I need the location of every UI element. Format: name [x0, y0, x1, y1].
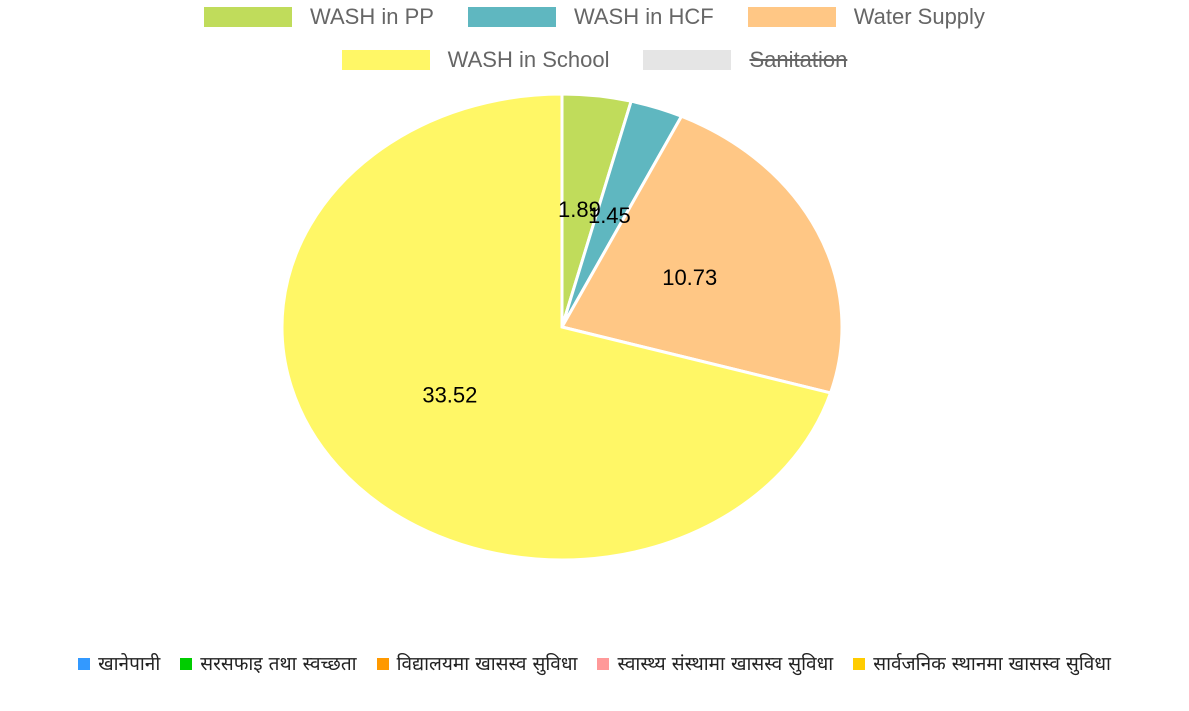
- legend-label: Sanitation: [749, 47, 848, 72]
- data-label: 1.45: [588, 203, 631, 228]
- legend-swatch: [747, 7, 836, 27]
- legend-swatch: [376, 658, 389, 670]
- legend-swatch: [853, 658, 866, 670]
- pie-slice: [280, 92, 833, 562]
- legend-label: सार्वजनिक स्थानमा खासस्व सुविधा: [873, 653, 1111, 675]
- legend-item: सरसफाइ तथा स्वच्छता: [180, 653, 357, 675]
- legend-item: WASH in School: [341, 47, 610, 73]
- legend-swatch: [341, 50, 430, 70]
- legend-item: सार्वजनिक स्थानमा खासस्व सुविधा: [853, 653, 1111, 675]
- bottom-legend: खानेपानी सरसफाइ तथा स्वच्छता विद्यालयमा खा…: [0, 648, 1189, 680]
- legend-swatch: [467, 7, 556, 27]
- legend-label: स्वास्थ्य संस्थामा खासस्व सुविधा: [617, 653, 834, 675]
- data-label: 33.52: [422, 383, 477, 408]
- legend-swatch: [78, 658, 91, 670]
- pie-chart: 1.891.45 10.73 33.52: [280, 92, 844, 562]
- data-label: 10.73: [662, 265, 717, 290]
- legend-item: Water Supply: [747, 4, 985, 30]
- legend-label: WASH in PP: [310, 4, 434, 29]
- legend-row: WASH in School Sanitation: [0, 47, 1189, 73]
- legend-item: विद्यालयमा खासस्व सुविधा: [376, 653, 578, 675]
- legend-label: Water Supply: [853, 4, 985, 29]
- legend-item: WASH in HCF: [467, 4, 714, 30]
- legend-label: सरसफाइ तथा स्वच्छता: [200, 653, 357, 675]
- data-label: 1.89: [558, 197, 601, 222]
- legend-label: खानेपानी: [98, 653, 161, 675]
- legend-swatch: [204, 7, 293, 27]
- legend-item: खानेपानी: [78, 653, 160, 675]
- legend-swatch: [180, 658, 193, 670]
- legend-item: Sanitation: [643, 47, 847, 73]
- pie-slice: [559, 114, 844, 395]
- legend-label: WASH in School: [447, 47, 610, 72]
- legend-row: WASH in PP WASH in HCF Water Supply: [0, 4, 1189, 30]
- legend-swatch: [597, 658, 610, 670]
- legend-label: WASH in HCF: [573, 4, 714, 29]
- legend-item: स्वास्थ्य संस्थामा खासस्व सुविधा: [597, 653, 833, 675]
- legend-item: WASH in PP: [204, 4, 434, 30]
- legend-label: विद्यालयमा खासस्व सुविधा: [396, 653, 578, 675]
- legend-swatch: [643, 50, 732, 70]
